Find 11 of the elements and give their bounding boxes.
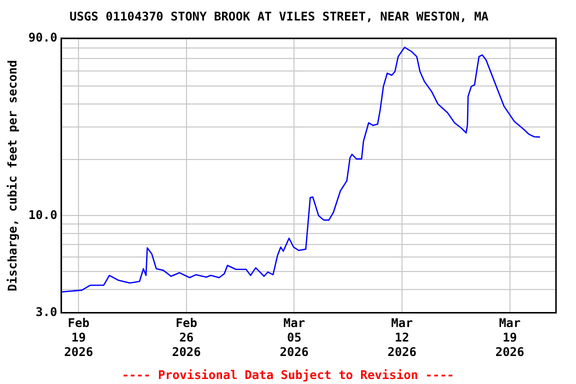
chart-title: USGS 01104370 STONY BROOK AT VILES STREET, NEAR WESTON, MA [69,9,490,24]
x-tick-label: Mar 12 2026 [388,316,416,359]
y-tick-label: 3.0 [36,304,58,319]
text: ---- Provisional Data Subject to Revision ---- [122,368,454,382]
y-tick-label: 10.0 [28,208,58,222]
x-tick-label: Mar 05 2026 [280,316,309,359]
x-tick-label: Mar 19 2026 [495,316,524,359]
x-tick-label: Feb 19 2026 [64,316,94,359]
y-axis-title: Discharge, cubic feet per second [5,60,20,292]
x-tick-label: Feb 26 2026 [172,316,201,359]
y-tick-label: 90.0 [28,30,58,45]
